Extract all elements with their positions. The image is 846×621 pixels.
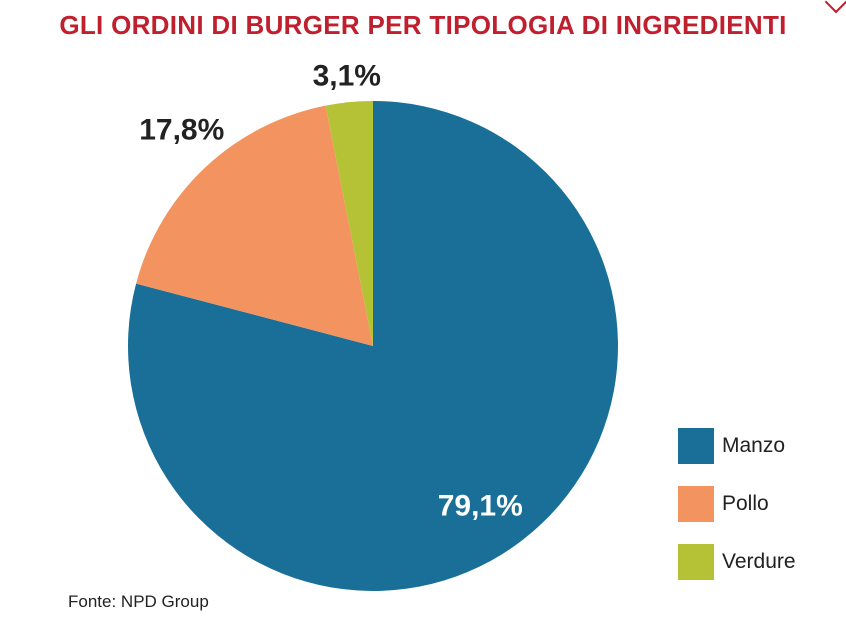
legend-item-manzo: Manzo: [678, 428, 796, 464]
legend-item-verdure: Verdure: [678, 544, 796, 580]
legend-label-verdure: Verdure: [722, 550, 796, 573]
pie-slices: [128, 101, 618, 591]
pie-labels: 79,1% 17,8% 3,1%: [139, 60, 523, 523]
legend-label-pollo: Pollo: [722, 492, 769, 515]
legend-label-manzo: Manzo: [722, 434, 786, 457]
legend-swatch-manzo: [678, 428, 714, 464]
legend: Manzo Pollo Verdure: [678, 428, 796, 602]
data-label-pollo: 17,8%: [139, 114, 224, 147]
legend-swatch-verdure: [678, 544, 714, 580]
legend-swatch-pollo: [678, 486, 714, 522]
pie-slice-pollo: [136, 105, 373, 347]
data-label-verdure: 3,1%: [313, 60, 381, 93]
pie-slice-verdure: [325, 101, 373, 346]
data-label-manzo: 79,1%: [438, 490, 523, 523]
legend-item-pollo: Pollo: [678, 486, 796, 522]
chart-title: GLI ORDINI DI BURGER PER TIPOLOGIA DI IN…: [59, 10, 787, 40]
source-note: Fonte: NPD Group: [68, 592, 209, 611]
